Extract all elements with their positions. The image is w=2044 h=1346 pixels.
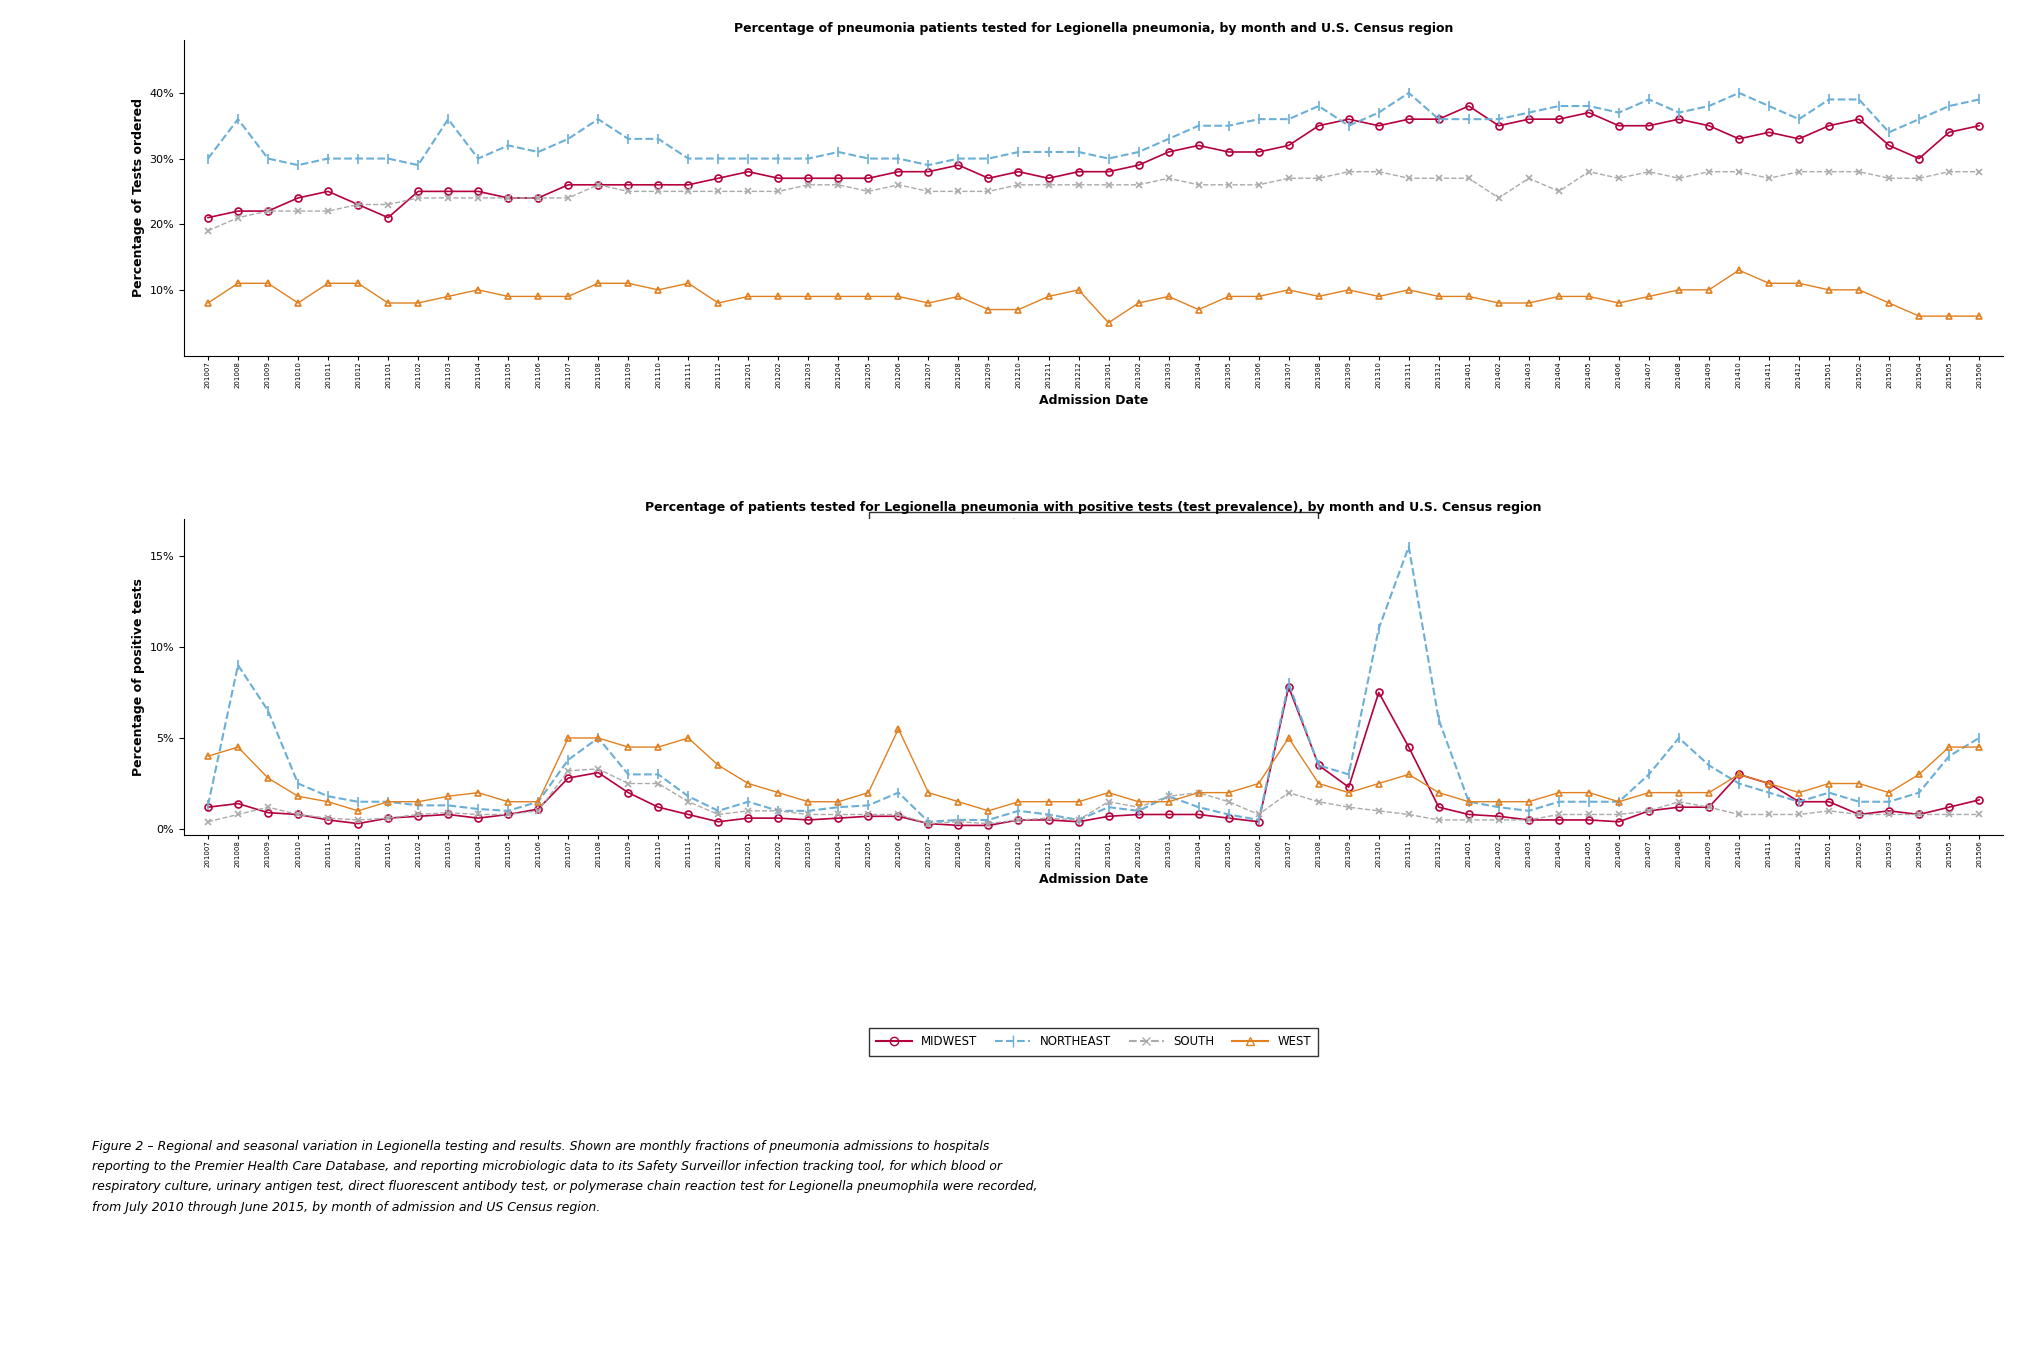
Legend: MIDWEST, NORTHEAST, SOUTH, WEST: MIDWEST, NORTHEAST, SOUTH, WEST (869, 1028, 1318, 1055)
Text: Figure 2 – Regional and seasonal variation in Legionella testing and results. Sh: Figure 2 – Regional and seasonal variati… (92, 1140, 989, 1154)
Text: respiratory culture, urinary antigen test, direct fluorescent antibody test, or : respiratory culture, urinary antigen tes… (92, 1180, 1038, 1194)
Text: from July 2010 through June 2015, by month of admission and US Census region.: from July 2010 through June 2015, by mon… (92, 1201, 601, 1214)
X-axis label: Admission Date: Admission Date (1038, 872, 1149, 886)
Text: reporting to the Premier Health Care Database, and reporting microbiologic data : reporting to the Premier Health Care Dat… (92, 1160, 1002, 1174)
Legend: MIDWEST, NORTHEAST, SOUTH, WEST: MIDWEST, NORTHEAST, SOUTH, WEST (869, 511, 1318, 538)
Y-axis label: Percentage of Tests ordered: Percentage of Tests ordered (133, 98, 145, 297)
Y-axis label: Percentage of positive tests: Percentage of positive tests (133, 577, 145, 775)
X-axis label: Admission Date: Admission Date (1038, 393, 1149, 406)
Title: Percentage of pneumonia patients tested for Legionella pneumonia, by month and U: Percentage of pneumonia patients tested … (734, 22, 1453, 35)
Title: Percentage of patients tested for Legionella pneumonia with positive tests (test: Percentage of patients tested for Legion… (646, 501, 1541, 514)
